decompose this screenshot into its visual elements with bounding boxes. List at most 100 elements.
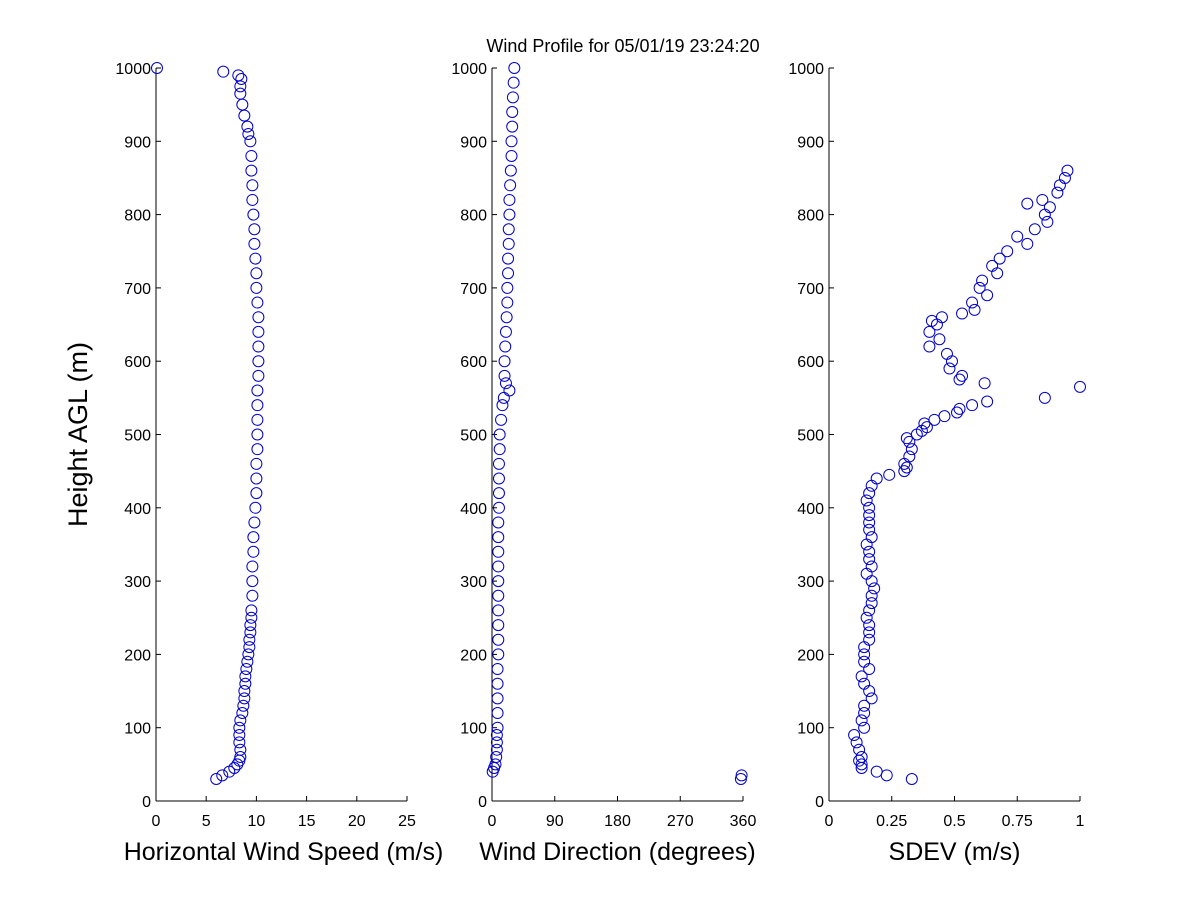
sdev-data-point	[848, 729, 861, 742]
speed-data-point	[246, 193, 259, 206]
direction-data-point	[495, 413, 508, 426]
sdev-data-point	[858, 641, 871, 654]
speed-x-tick-label: 0	[152, 813, 161, 830]
direction-x-tick-label: 180	[604, 813, 631, 830]
sdev-data-point	[860, 538, 873, 551]
speed-data-point	[246, 179, 259, 192]
speed-data-point	[210, 773, 223, 786]
sdev-x-axis-label: SDEV (m/s)	[889, 838, 1021, 866]
speed-data-point	[233, 729, 246, 742]
direction-data-point	[498, 369, 511, 382]
direction-y-tick-label: 900	[460, 134, 487, 151]
direction-data-point	[506, 120, 519, 133]
sdev-data-point	[865, 597, 878, 610]
sdev-data-point	[865, 575, 878, 588]
speed-data-point	[217, 65, 230, 78]
direction-data-point	[504, 164, 517, 177]
sdev-data-point	[858, 707, 871, 720]
speed-data-point	[236, 707, 249, 720]
direction-data-point	[490, 743, 503, 756]
sdev-data-point	[855, 751, 868, 764]
sdev-data-point	[973, 281, 986, 294]
sdev-data-point	[863, 633, 876, 646]
speed-y-tick-label: 300	[124, 574, 151, 591]
speed-data-point	[251, 399, 264, 412]
speed-data-point	[249, 252, 262, 265]
direction-data-point	[492, 589, 505, 602]
speed-y-tick-label: 600	[124, 354, 151, 371]
sdev-data-point	[1041, 215, 1054, 228]
sdev-data-point	[858, 648, 871, 661]
sdev-x-tick-label: 0.75	[1002, 813, 1033, 830]
sdev-data-point	[900, 432, 913, 445]
direction-y-tick-label: 800	[460, 208, 487, 225]
speed-y-tick-label: 200	[124, 647, 151, 664]
sdev-data-point	[883, 468, 896, 481]
speed-y-tick-label: 700	[124, 281, 151, 298]
direction-data-point	[491, 677, 504, 690]
direction-x-tick-label: 360	[730, 813, 757, 830]
sdev-data-point	[976, 274, 989, 287]
sdev-y-tick-label: 600	[797, 354, 824, 371]
sdev-data-point	[863, 509, 876, 522]
speed-data-point	[250, 267, 263, 280]
figure-title: Wind Profile for 05/01/19 23:24:20	[486, 36, 759, 56]
direction-y-tick-label: 700	[460, 281, 487, 298]
speed-data-point	[233, 754, 246, 767]
sdev-y-tick-label: 1000	[788, 61, 824, 78]
speed-data-point	[250, 281, 263, 294]
speed-data-point	[242, 648, 255, 661]
speed-data-point	[248, 237, 261, 250]
speed-data-point	[252, 311, 265, 324]
speed-data-point	[238, 692, 251, 705]
sdev-data-point	[923, 325, 936, 338]
speed-data-point	[232, 69, 245, 82]
sdev-data-point	[865, 479, 878, 492]
sdev-data-point	[863, 553, 876, 566]
speed-data-point	[246, 560, 259, 573]
direction-data-point	[506, 91, 519, 104]
direction-data-point	[492, 545, 505, 558]
speed-data-point	[233, 721, 246, 734]
sdev-data-point	[953, 402, 966, 415]
speed-data-point	[234, 743, 247, 756]
sdev-data-point	[923, 340, 936, 353]
sdev-x-tick-label: 0.25	[876, 813, 907, 830]
sdev-data-point	[1028, 223, 1041, 236]
sdev-data-point	[880, 769, 893, 782]
speed-data-point	[240, 663, 253, 676]
sdev-data-point	[1051, 186, 1064, 199]
speed-data-point	[235, 72, 248, 85]
sdev-data-point	[858, 699, 871, 712]
speed-data-point	[250, 457, 263, 470]
direction-data-point	[507, 76, 520, 89]
speed-data-point	[238, 109, 251, 122]
direction-data-point	[492, 516, 505, 529]
sdev-y-tick-label: 400	[797, 501, 824, 518]
direction-data-point	[491, 692, 504, 705]
direction-data-point	[505, 149, 518, 162]
sdev-data-point	[905, 443, 918, 456]
sdev-data-point	[928, 413, 941, 426]
speed-data-point	[252, 340, 265, 353]
speed-y-tick-label: 0	[142, 794, 151, 811]
direction-data-point	[501, 296, 514, 309]
direction-y-tick-label: 200	[460, 647, 487, 664]
speed-x-axis-label: Horizontal Wind Speed (m/s)	[124, 838, 444, 866]
speed-data-point	[245, 149, 258, 162]
sdev-data-point	[1074, 380, 1086, 393]
direction-data-point	[505, 135, 518, 148]
sdev-data-point	[993, 252, 1006, 265]
speed-x-tick-label: 10	[248, 813, 266, 830]
direction-y-tick-label: 600	[460, 354, 487, 371]
direction-data-point	[489, 758, 502, 771]
direction-data-point	[501, 281, 514, 294]
direction-data-point	[499, 340, 512, 353]
sdev-y-tick-label: 300	[797, 574, 824, 591]
speed-data-point	[234, 714, 247, 727]
speed-data-point	[239, 670, 252, 683]
sdev-data-point	[865, 692, 878, 705]
direction-data-point	[499, 325, 512, 338]
sdev-data-point	[1036, 193, 1049, 206]
direction-data-point	[502, 252, 515, 265]
